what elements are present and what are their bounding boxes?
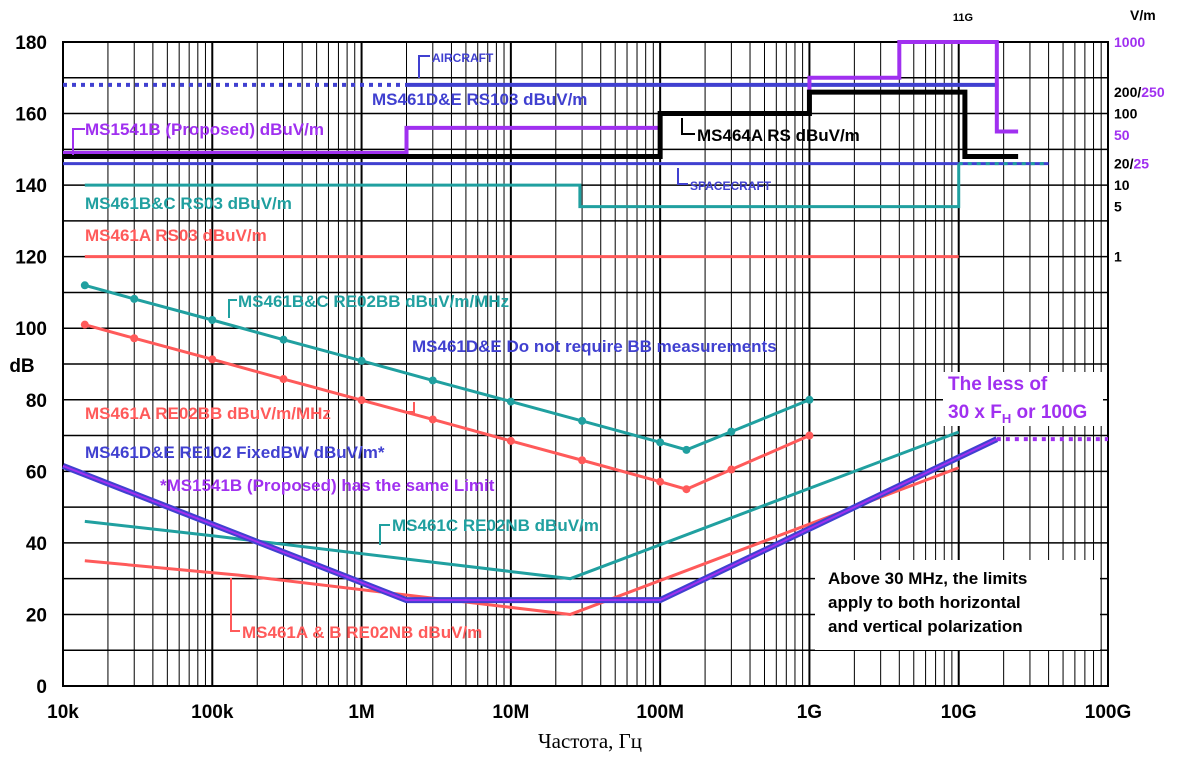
annotation: apply to both horizontal: [828, 593, 1021, 612]
annotation-part: 30 x F: [948, 402, 1002, 423]
annotation: MS461D&E Do not require BB measurements: [412, 337, 777, 356]
y-tick-label: 140: [15, 176, 47, 197]
y2-tick-label: 100: [1114, 106, 1138, 122]
annotation: AIRCRAFT: [432, 51, 494, 65]
annotation-box: [943, 372, 1103, 426]
annotation: SPACECRAFT: [690, 179, 772, 193]
annotation-part: or 100G: [1011, 402, 1087, 423]
series-label: MS461D&E RE102 FixedBW dBuV/m*: [85, 443, 385, 462]
x-tick-label: 100k: [191, 702, 234, 723]
series-line: [62, 438, 998, 602]
label-connector: [230, 578, 240, 632]
series-marker: [727, 465, 736, 474]
series-marker: [805, 431, 814, 440]
label-connector: [72, 128, 85, 155]
series-marker: [130, 334, 139, 343]
y2-tick-label: 200/: [1114, 84, 1141, 100]
annotation-part: H: [1002, 411, 1011, 426]
series-label: MS461A RE02BB dBuV/m/MHz: [85, 404, 331, 423]
x-tick-label: 10k: [47, 702, 79, 723]
y-tick-label: 120: [15, 248, 47, 269]
y-tick-label: 180: [15, 33, 47, 54]
label-connector: [404, 402, 415, 413]
series-line: [84, 283, 810, 452]
series-marker: [357, 396, 366, 405]
series-marker: [80, 281, 89, 290]
plot-frame: [62, 41, 1109, 687]
x-tick-label: 1G: [797, 702, 822, 723]
x-tick-label: 10G: [941, 702, 977, 723]
series-marker: [130, 294, 139, 303]
y-tick-label: 60: [26, 462, 47, 483]
y-tick-label: 0: [36, 677, 47, 698]
series-marker: [656, 477, 665, 486]
y2-tick-label: 1: [1114, 249, 1122, 265]
series-line: [84, 163, 961, 209]
series-marker: [428, 415, 437, 424]
y2-tick-label: 50: [1114, 127, 1130, 143]
y2-tick-label: 1000: [1114, 34, 1145, 50]
series-marker: [578, 456, 587, 465]
series-marker: [656, 438, 665, 447]
series-marker: [208, 315, 217, 324]
series-label: MS461C RE02NB dBuV/m: [392, 516, 599, 535]
annotation: and vertical polarization: [828, 617, 1023, 636]
series-line: [84, 466, 960, 616]
x-tick-label: 100M: [636, 702, 684, 723]
x-tick-label: 10M: [492, 702, 529, 723]
y-tick-label: 80: [26, 391, 47, 412]
y-axis-label: dB: [9, 356, 34, 377]
series-marker: [357, 356, 366, 365]
annotation: *MS1541B (Proposed) has the same Limit: [160, 476, 495, 495]
y2-tick-label: 10: [1114, 177, 1130, 193]
series-marker: [682, 485, 691, 494]
series-marker: [80, 320, 89, 329]
series-marker: [727, 427, 736, 436]
x-tick-label: 1M: [348, 702, 374, 723]
series-marker: [208, 355, 217, 364]
series-label: MS1541B (Proposed) dBuV/m: [85, 120, 324, 139]
annotation: Above 30 MHz, the limits: [828, 569, 1027, 588]
series-marker: [428, 376, 437, 385]
y-tick-label: 40: [26, 534, 47, 555]
label-connector: [379, 524, 390, 545]
series-marker: [506, 436, 515, 445]
y2-tick-label: 5: [1114, 199, 1122, 215]
y2-axis-label: V/m: [1130, 7, 1156, 23]
annotation: 30 x FH or 100G: [948, 402, 1087, 426]
label-connector: [681, 118, 695, 135]
series-label: MS461B&C RS03 dBuV/m: [85, 194, 292, 213]
annotation-box: [815, 560, 1100, 650]
annotation: 11G: [953, 12, 973, 24]
label-connector: [677, 168, 688, 185]
series-label: MS464A RS dBuV/m: [697, 126, 860, 145]
series-label: MS461D&E RS103 dBuV/m: [372, 90, 587, 109]
y2-tick-label: 20/: [1114, 156, 1134, 172]
series-line: [63, 89, 1019, 159]
y-tick-label: 100: [15, 319, 47, 340]
series-label: MS461B&C RE02BB dBuV/m/MHz: [238, 292, 509, 311]
y2-tick-label: 25: [1133, 156, 1149, 172]
x-tick-label: 100G: [1085, 702, 1131, 723]
series-marker: [578, 416, 587, 425]
series-marker: [506, 397, 515, 406]
series-line: [84, 430, 960, 581]
annotation: The less of: [948, 374, 1048, 395]
series-line: [84, 323, 811, 491]
series-marker: [279, 375, 288, 384]
y-tick-label: 160: [15, 105, 47, 126]
series-label: MS461A RS03 dBuV/m: [85, 226, 267, 245]
label-connector: [228, 299, 237, 318]
series-marker: [682, 445, 691, 454]
x-axis-label: Частота, Гц: [538, 729, 642, 753]
series-marker: [279, 335, 288, 344]
series-label: MS461A & B RE02NB dBuV/m: [242, 623, 482, 642]
series-marker: [805, 395, 814, 404]
label-connector: [418, 55, 430, 78]
y-tick-label: 20: [26, 605, 47, 626]
y2-tick-label: 250: [1141, 84, 1165, 100]
